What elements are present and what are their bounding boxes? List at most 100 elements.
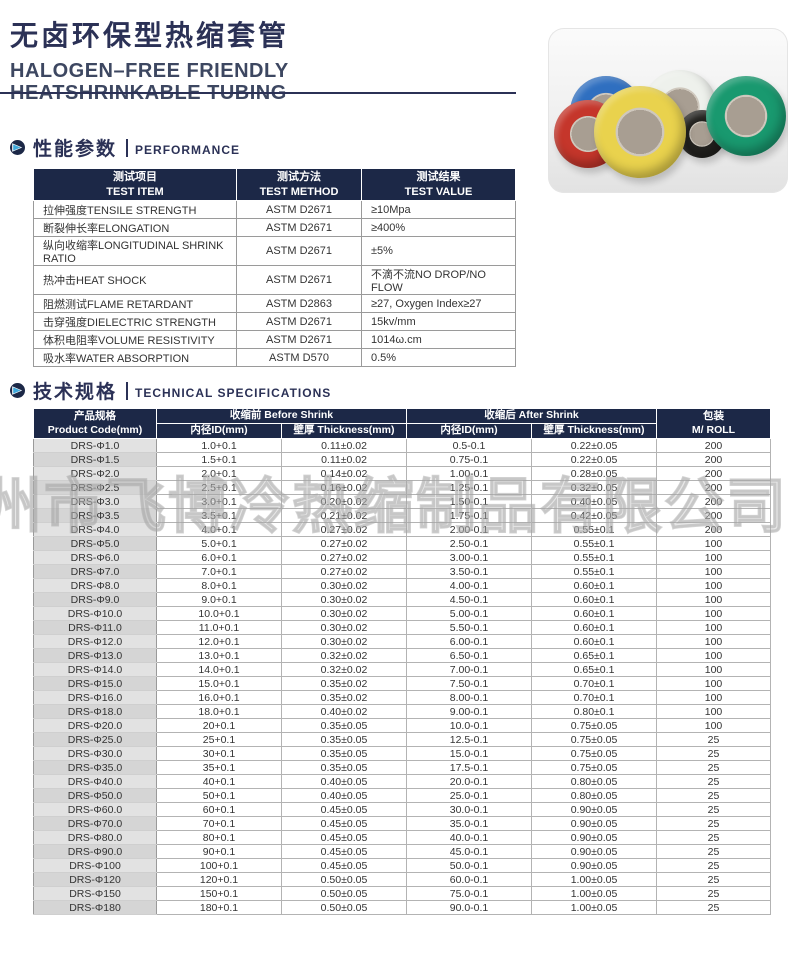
spec-cell: 0.45±0.05 (281, 802, 407, 817)
spec-cell: 20.0-0.1 (406, 774, 532, 789)
subtitle-line-1: HALOGEN–FREE FRIENDLY (10, 60, 289, 82)
spec-row: DRS-Φ180 180+0.1 0.50±0.05 90.0-0.1 1.00±0.0… (33, 900, 772, 915)
performance-cell: ASTM D2671 (236, 330, 362, 349)
spec-cell: 0.60±0.1 (530, 620, 658, 635)
spec-cell: 200 (656, 494, 772, 509)
spec-row: DRS-Φ3.0 3.0+0.1 0.20±0.02 1.50-0.1 0.40±0.0… (33, 494, 772, 509)
spec-row: DRS-Φ60.0 60+0.1 0.45±0.05 30.0-0.1 0.90±0.0… (33, 802, 772, 817)
spec-row: DRS-Φ4.0 4.0+0.1 0.27±0.02 2.00-0.1 0.55±0.1… (33, 522, 772, 537)
spec-row: DRS-Φ70.0 70+0.1 0.45±0.05 35.0-0.1 0.90±0.0… (33, 816, 772, 831)
spec-cell: 100 (656, 606, 772, 621)
spec-row: DRS-Φ5.0 5.0+0.1 0.27±0.02 2.50-0.1 0.55±0.1… (33, 536, 772, 551)
spec-cell: 2.50-0.1 (406, 536, 532, 551)
spec-product-code-cell: DRS-Φ2.0 (33, 466, 157, 481)
performance-table-header: 测试项目 TEST ITEM 测试方法 TEST METHOD 测试结果 TES… (33, 168, 516, 201)
spec-cell: 0.80±0.05 (530, 774, 658, 789)
spec-cell: 120+0.1 (156, 872, 282, 887)
product-photo (548, 28, 788, 193)
spec-product-code-cell: DRS-Φ50.0 (33, 788, 157, 803)
spec-cell: 6.0+0.1 (156, 550, 282, 565)
spec-cell: 0.42±0.05 (530, 508, 658, 523)
spec-cell: 200 (656, 438, 772, 453)
spec-product-code-cell: DRS-Φ15.0 (33, 676, 157, 691)
spec-cell: 0.22±0.05 (530, 452, 658, 467)
spec-cell: 0.30±0.02 (281, 592, 407, 607)
spec-cell: 0.75±0.05 (530, 746, 658, 761)
col-header-product-code: 产品规格 Product Code(mm) (33, 408, 157, 439)
performance-cell: ≥10Mpa (361, 200, 516, 219)
spec-row: DRS-Φ90.0 90+0.1 0.45±0.05 45.0-0.1 0.90±0.0… (33, 844, 772, 859)
spec-cell: 25 (656, 900, 772, 915)
spec-row: DRS-Φ25.0 25+0.1 0.35±0.05 12.5-0.1 0.75±0.0… (33, 732, 772, 747)
spec-cell: 0.40±0.05 (281, 788, 407, 803)
performance-cell: 拉伸强度TENSILE STRENGTH (33, 200, 237, 219)
performance-cell: 吸水率WATER ABSORPTION (33, 348, 237, 367)
spec-cell: 25 (656, 858, 772, 873)
spec-cell: 8.0+0.1 (156, 578, 282, 593)
spec-cell: 0.32±0.02 (281, 662, 407, 677)
spec-cell: 100 (656, 634, 772, 649)
performance-cell: ASTM D2671 (236, 265, 362, 295)
spec-product-code-cell: DRS-Φ3.5 (33, 508, 157, 523)
spec-cell: 7.50-0.1 (406, 676, 532, 691)
spec-cell: 0.65±0.1 (530, 662, 658, 677)
section-performance-title-cn: 性能参数 (33, 139, 118, 160)
spec-product-code-cell: DRS-Φ16.0 (33, 690, 157, 705)
spec-cell: 10.0+0.1 (156, 606, 282, 621)
spec-cell: 25 (656, 816, 772, 831)
spec-cell: 25 (656, 760, 772, 775)
spec-cell: 7.0+0.1 (156, 564, 282, 579)
spec-cell: 3.50-0.1 (406, 564, 532, 579)
spec-cell: 9.0+0.1 (156, 592, 282, 607)
performance-row: 阻燃测试FLAME RETARDANT ASTM D2863 ≥27, Oxygen… (33, 294, 516, 313)
spec-cell: 1.5+0.1 (156, 452, 282, 467)
col-header-cn: 测试项目 (113, 170, 157, 183)
spec-cell: 0.90±0.05 (530, 830, 658, 845)
spec-cell: 100 (656, 620, 772, 635)
performance-cell: ≥400% (361, 218, 516, 237)
spec-cell: 1.0+0.1 (156, 438, 282, 453)
spec-cell: 25 (656, 774, 772, 789)
spec-cell: 50+0.1 (156, 788, 282, 803)
spec-row: DRS-Φ35.0 35+0.1 0.35±0.05 17.5-0.1 0.75±0.0… (33, 760, 772, 775)
spec-row: DRS-Φ120 120+0.1 0.50±0.05 60.0-0.1 1.00±0.0… (33, 872, 772, 887)
page-header: 无卤环保型热缩套管 HALOGEN–FREE FRIENDLY HEATSHRI… (10, 14, 289, 105)
spec-cell: 0.60±0.1 (530, 592, 658, 607)
spec-row: DRS-Φ50.0 50+0.1 0.40±0.05 25.0-0.1 0.80±0.0… (33, 788, 772, 803)
spec-cell: 100 (656, 536, 772, 551)
spec-cell: 0.30±0.02 (281, 620, 407, 635)
spec-cell: 0.55±0.1 (530, 564, 658, 579)
col-header-cn: 测试结果 (416, 170, 461, 183)
spec-cell: 90.0-0.1 (406, 900, 532, 915)
spec-cell: 11.0+0.1 (156, 620, 282, 635)
performance-cell: ASTM D2671 (236, 236, 362, 266)
spec-cell: 6.00-0.1 (406, 634, 532, 649)
spec-cell: 0.21±0.02 (281, 508, 407, 523)
spec-cell: 80+0.1 (156, 830, 282, 845)
spec-cell: 0.27±0.02 (281, 564, 407, 579)
spec-row: DRS-Φ12.0 12.0+0.1 0.30±0.02 6.00-0.1 0.60±0… (33, 634, 772, 649)
col-header-id-after: 内径ID(mm) (406, 423, 532, 439)
spec-cell: 100 (656, 578, 772, 593)
spec-cell: 8.00-0.1 (406, 690, 532, 705)
spec-cell: 40.0-0.1 (406, 830, 532, 845)
spec-cell: 200 (656, 452, 772, 467)
spec-row: DRS-Φ80.0 80+0.1 0.45±0.05 40.0-0.1 0.90±0.0… (33, 830, 772, 845)
spec-row: DRS-Φ13.0 13.0+0.1 0.32±0.02 6.50-0.1 0.65±0… (33, 648, 772, 663)
performance-cell: 阻燃测试FLAME RETARDANT (33, 294, 237, 313)
spec-cell: 100 (656, 592, 772, 607)
spec-cell: 0.22±0.05 (530, 438, 658, 453)
spec-product-code-cell: DRS-Φ7.0 (33, 564, 157, 579)
spec-product-code-cell: DRS-Φ120 (33, 872, 157, 887)
spec-cell: 0.27±0.02 (281, 536, 407, 551)
spec-cell: 0.27±0.02 (281, 550, 407, 565)
spec-product-code-cell: DRS-Φ12.0 (33, 634, 157, 649)
spec-cell: 0.30±0.02 (281, 578, 407, 593)
spec-cell: 1.00±0.05 (530, 872, 658, 887)
spec-cell: 35+0.1 (156, 760, 282, 775)
spec-cell: 0.11±0.02 (281, 452, 407, 467)
spec-cell: 0.40±0.05 (281, 774, 407, 789)
col-group-after-shrink: 收缩后 After Shrink (405, 408, 658, 424)
spec-cell: 100 (656, 648, 772, 663)
col-header-test-method: 测试方法 TEST METHOD (236, 168, 362, 201)
